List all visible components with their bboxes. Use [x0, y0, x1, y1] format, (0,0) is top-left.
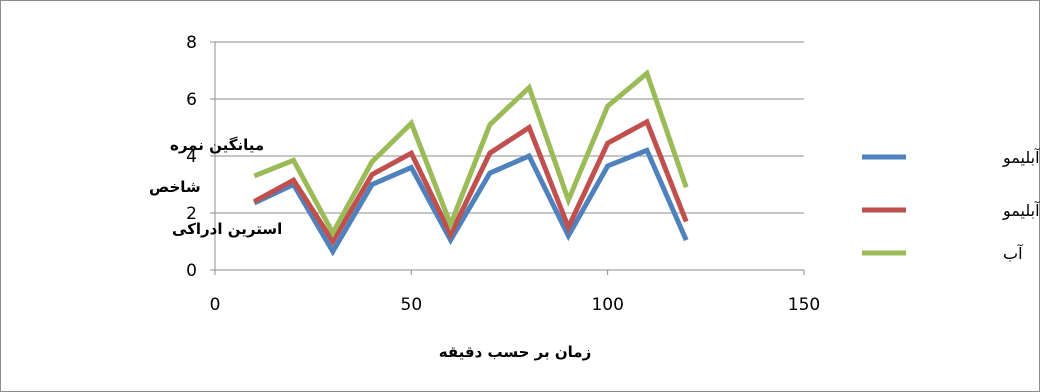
- y-tick-label-2: 4: [186, 147, 197, 167]
- y-axis-title-line-2: شاخص: [149, 178, 201, 196]
- tick-labels: 0 2 4 6 8 0 50 100 150: [186, 33, 820, 315]
- series-line-0: [253, 147, 689, 257]
- legend-label-2: آب: [1003, 244, 1024, 263]
- y-axis-title-line-1: میانگین نمره: [170, 136, 264, 154]
- series-line-2: [253, 69, 689, 239]
- y-tick-label-3: 6: [186, 90, 197, 110]
- axes: [210, 41, 805, 275]
- legend: شربت آبلیمو آب و آبلیمو آب: [862, 148, 1040, 263]
- x-tick-label-0: 0: [210, 295, 221, 315]
- series-line-1: [253, 118, 689, 247]
- series-lines: [253, 69, 689, 257]
- gridlines: [215, 41, 804, 214]
- legend-label-0: شربت آبلیمو: [1002, 148, 1040, 168]
- legend-label-1: آب و آبلیمو: [1002, 201, 1040, 221]
- y-tick-label-0: 0: [186, 261, 197, 281]
- y-tick-label-1: 2: [186, 204, 197, 224]
- y-tick-label-4: 8: [186, 33, 197, 53]
- y-axis-title-line-3: استرین ادراکی: [172, 220, 282, 238]
- x-tick-label-2: 100: [591, 295, 623, 315]
- x-tick-label-3: 150: [788, 295, 820, 315]
- x-tick-label-1: 50: [401, 295, 423, 315]
- x-axis-title: زمان بر حسب دقیقه: [439, 343, 591, 361]
